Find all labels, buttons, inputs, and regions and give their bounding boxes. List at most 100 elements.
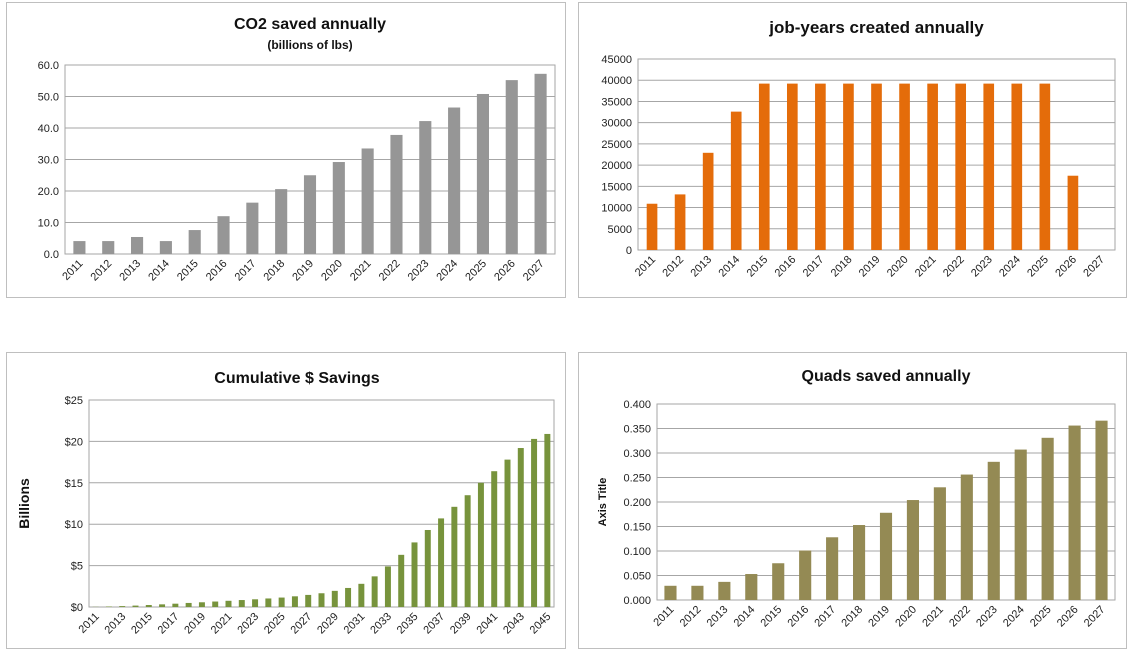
bar (899, 84, 910, 250)
x-tick-label: 2029 (315, 611, 341, 637)
x-tick-label: 2019 (182, 611, 208, 637)
bar (843, 84, 854, 250)
bar (146, 605, 152, 607)
y-tick-label: $5 (71, 561, 83, 573)
chart-title: Cumulative $ Savings (214, 370, 379, 387)
bar (731, 112, 742, 250)
x-tick-label: 2037 (421, 611, 447, 637)
x-tick-label: 2023 (974, 604, 1000, 630)
x-tick-label: 2015 (129, 611, 155, 637)
y-tick-label: 0.300 (623, 448, 651, 460)
y-tick-label: 0.050 (623, 571, 651, 583)
x-tick-label: 2022 (947, 604, 973, 630)
x-tick-label: 2013 (117, 258, 143, 284)
y-tick-label: 0.150 (623, 522, 651, 534)
bar (279, 598, 285, 607)
y-tick-label: 0.250 (623, 473, 651, 485)
bar (226, 601, 232, 607)
y-tick-label: 0.100 (623, 546, 651, 558)
bar (1015, 450, 1027, 600)
x-tick-label: 2043 (501, 611, 527, 637)
bar (451, 507, 457, 607)
bar (787, 84, 798, 250)
x-tick-label: 2041 (475, 611, 501, 637)
x-tick-label: 2021 (913, 254, 939, 280)
x-tick-label: 2018 (261, 258, 287, 284)
bar (506, 80, 518, 254)
x-tick-label: 2014 (146, 258, 172, 284)
bar (390, 135, 402, 254)
bar (871, 84, 882, 250)
y-axis-title: Axis Title (597, 478, 609, 527)
bar (358, 584, 364, 607)
y-tick-label: 0 (626, 245, 632, 257)
bar (345, 588, 351, 607)
x-tick-label: 2015 (175, 258, 201, 284)
bar (186, 603, 192, 607)
x-tick-label: 2014 (732, 604, 758, 630)
bar (465, 495, 471, 607)
y-tick-label: 45000 (601, 54, 632, 66)
x-tick-label: 2012 (89, 258, 115, 284)
chart-title: job-years created annually (768, 18, 984, 37)
x-tick-label: 2015 (745, 254, 771, 280)
bar (305, 595, 311, 607)
y-tick-label: 0.0 (44, 249, 59, 261)
chart-title: CO2 saved annually (234, 16, 386, 33)
x-tick-label: 2031 (342, 611, 368, 637)
x-tick-label: 2045 (528, 611, 554, 637)
x-tick-label: 2024 (1001, 604, 1027, 630)
x-tick-label: 2012 (660, 254, 686, 280)
y-tick-label: $20 (65, 436, 83, 448)
y-tick-label: 5000 (608, 224, 632, 236)
y-tick-label: 50.0 (38, 92, 59, 104)
x-tick-label: 2021 (920, 604, 946, 630)
bar (988, 462, 1000, 600)
bar (478, 483, 484, 607)
y-tick-label: 10.0 (38, 218, 59, 230)
bar (160, 241, 172, 254)
bar (131, 237, 143, 254)
x-tick-label: 2025 (262, 611, 288, 637)
y-tick-label: $15 (65, 478, 83, 490)
bar (505, 460, 511, 607)
bar (189, 230, 201, 254)
bar (133, 606, 139, 607)
bar (438, 518, 444, 607)
x-tick-label: 2020 (893, 604, 919, 630)
bar (647, 204, 658, 250)
y-tick-label: 40000 (601, 75, 632, 87)
x-tick-label: 2023 (235, 611, 261, 637)
bar (664, 586, 676, 600)
bar (372, 576, 378, 607)
bar (448, 108, 460, 254)
bar (319, 593, 325, 607)
x-tick-label: 2019 (866, 604, 892, 630)
bar (1095, 421, 1107, 600)
x-tick-label: 2014 (717, 254, 743, 280)
bar (246, 203, 258, 254)
x-tick-label: 2022 (377, 258, 403, 284)
bar (199, 602, 205, 607)
bar (212, 602, 218, 607)
x-tick-label: 2019 (290, 258, 316, 284)
bar (265, 598, 271, 607)
x-tick-label: 2027 (521, 258, 547, 284)
bar (239, 600, 245, 607)
x-tick-label: 2025 (1025, 254, 1051, 280)
x-tick-label: 2011 (633, 254, 658, 279)
y-tick-label: 20.0 (38, 186, 59, 198)
x-tick-label: 2020 (319, 258, 345, 284)
y-axis-title: Billions (16, 478, 32, 529)
x-tick-label: 2018 (829, 254, 855, 280)
y-tick-label: 30000 (601, 118, 632, 130)
x-tick-label: 2011 (60, 258, 85, 283)
bar (718, 582, 730, 600)
chart-title: Quads saved annually (802, 368, 971, 385)
x-tick-label: 2021 (348, 258, 374, 284)
bar (745, 574, 757, 600)
x-tick-label: 2012 (678, 604, 704, 630)
bar (412, 542, 418, 607)
